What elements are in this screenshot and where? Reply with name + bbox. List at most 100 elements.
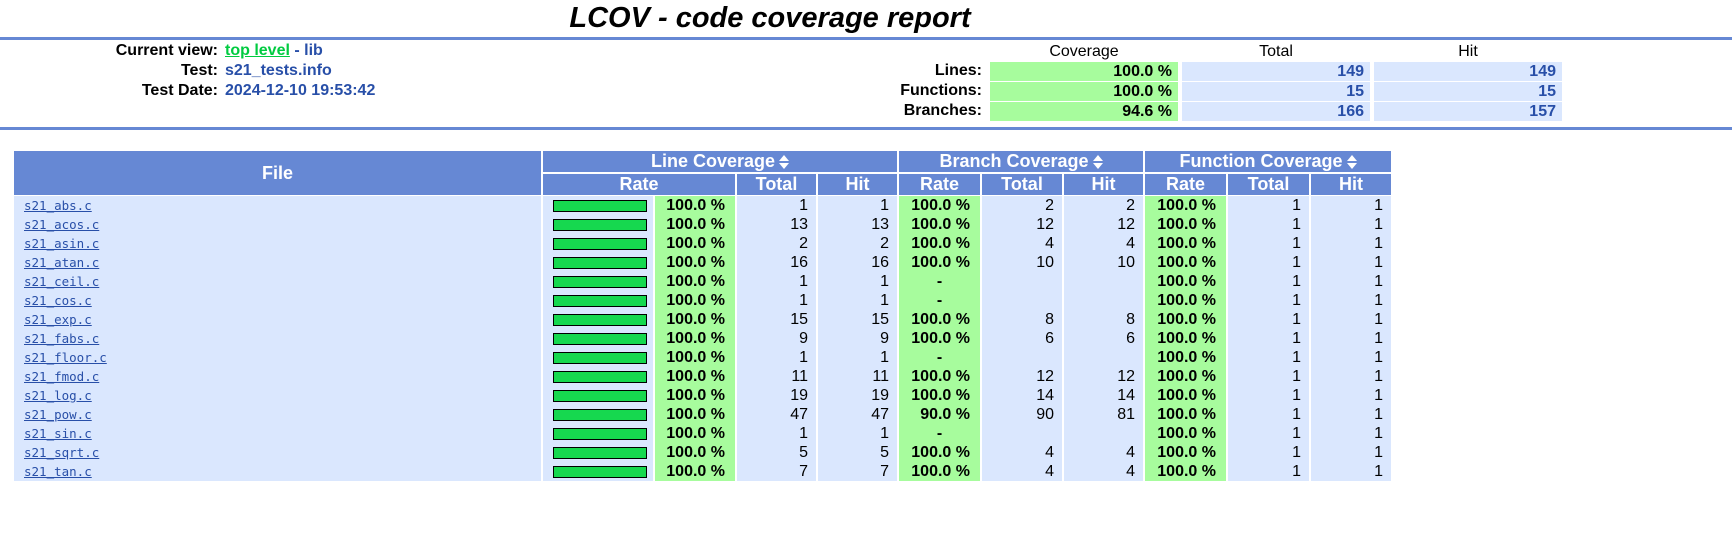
header-rule-bottom — [0, 127, 1732, 130]
sort-icon[interactable] — [779, 155, 790, 170]
file-column-header: File — [14, 151, 541, 195]
line-total-cell: 19 — [737, 386, 816, 405]
sort-icon[interactable] — [1092, 155, 1103, 170]
line-rate-subheader: Rate — [543, 174, 735, 195]
file-link[interactable]: s21_cos.c — [24, 293, 92, 308]
branch-hit-cell: 12 — [1064, 367, 1143, 386]
branch-hit-cell: 2 — [1064, 196, 1143, 215]
function-hit-cell: 1 — [1311, 424, 1391, 443]
test-label: Test: — [180, 62, 218, 79]
file-link[interactable]: s21_pow.c — [24, 407, 92, 422]
function-coverage-header[interactable]: Function Coverage — [1145, 151, 1391, 172]
function-rate-cell: 100.0 % — [1145, 253, 1226, 272]
summary-row-label: Functions: — [900, 82, 982, 99]
branch-total-cell — [982, 424, 1062, 443]
header-rule-top — [0, 37, 1732, 40]
branch-hit-cell: 8 — [1064, 310, 1143, 329]
file-cell: s21_atan.c — [14, 253, 541, 272]
file-cell: s21_ceil.c — [14, 272, 541, 291]
summary-total-header: Total — [1259, 43, 1293, 60]
function-total-cell: 1 — [1228, 443, 1309, 462]
function-total-cell: 1 — [1228, 367, 1309, 386]
file-link[interactable]: s21_sqrt.c — [24, 445, 100, 460]
file-cell: s21_cos.c — [14, 291, 541, 310]
coverage-bar-cell — [543, 253, 653, 272]
function-total-subheader: Total — [1228, 174, 1309, 195]
file-link[interactable]: s21_floor.c — [24, 350, 107, 365]
summary-coverage-header: Coverage — [1049, 43, 1119, 60]
line-hit-cell: 47 — [818, 405, 897, 424]
current-view-label: Current view: — [115, 42, 218, 59]
coverage-bar — [553, 428, 647, 440]
branch-hit-subheader: Hit — [1064, 174, 1143, 195]
file-link[interactable]: s21_atan.c — [24, 255, 100, 270]
function-total-cell: 1 — [1228, 215, 1309, 234]
branch-coverage-header[interactable]: Branch Coverage — [899, 151, 1143, 172]
line-hit-cell: 11 — [818, 367, 897, 386]
coverage-bar — [553, 276, 647, 288]
file-link[interactable]: s21_log.c — [24, 388, 92, 403]
file-cell: s21_tan.c — [14, 462, 541, 481]
branch-rate-cell: 100.0 % — [899, 367, 980, 386]
line-total-cell: 16 — [737, 253, 816, 272]
file-cell: s21_log.c — [14, 386, 541, 405]
line-total-cell: 11 — [737, 367, 816, 386]
test-date-value: 2024-12-10 19:53:42 — [225, 82, 376, 99]
function-hit-cell: 1 — [1311, 443, 1391, 462]
file-link[interactable]: s21_fabs.c — [24, 331, 100, 346]
summary-hit-value: 149 — [1374, 62, 1562, 81]
function-rate-cell: 100.0 % — [1145, 196, 1226, 215]
function-hit-cell: 1 — [1311, 234, 1391, 253]
file-link[interactable]: s21_fmod.c — [24, 369, 100, 384]
branch-hit-cell: 81 — [1064, 405, 1143, 424]
function-hit-cell: 1 — [1311, 386, 1391, 405]
line-hit-cell: 1 — [818, 272, 897, 291]
line-rate-cell: 100.0 % — [655, 291, 735, 310]
branch-rate-cell: 100.0 % — [899, 462, 980, 481]
function-rate-cell: 100.0 % — [1145, 291, 1226, 310]
line-rate-cell: 100.0 % — [655, 329, 735, 348]
branch-rate-cell: 90.0 % — [899, 405, 980, 424]
page-title: LCOV - code coverage report — [569, 2, 971, 34]
function-rate-cell: 100.0 % — [1145, 234, 1226, 253]
function-hit-cell: 1 — [1311, 215, 1391, 234]
line-coverage-header[interactable]: Line Coverage — [543, 151, 897, 172]
coverage-bar-cell — [543, 405, 653, 424]
line-hit-cell: 1 — [818, 348, 897, 367]
file-link[interactable]: s21_asin.c — [24, 236, 100, 251]
function-total-cell: 1 — [1228, 386, 1309, 405]
branch-total-cell: 12 — [982, 215, 1062, 234]
function-rate-cell: 100.0 % — [1145, 386, 1226, 405]
file-link[interactable]: s21_sin.c — [24, 426, 92, 441]
sort-icon[interactable] — [1346, 155, 1357, 170]
line-total-cell: 5 — [737, 443, 816, 462]
file-link[interactable]: s21_ceil.c — [24, 274, 100, 289]
branch-total-cell: 14 — [982, 386, 1062, 405]
function-rate-cell: 100.0 % — [1145, 329, 1226, 348]
function-rate-cell: 100.0 % — [1145, 310, 1226, 329]
branch-hit-cell — [1064, 272, 1143, 291]
line-total-cell: 13 — [737, 215, 816, 234]
coverage-bar-cell — [543, 443, 653, 462]
line-rate-cell: 100.0 % — [655, 405, 735, 424]
branch-rate-cell: 100.0 % — [899, 310, 980, 329]
coverage-bar — [553, 333, 647, 345]
function-hit-cell: 1 — [1311, 310, 1391, 329]
top-level-link[interactable]: top level — [225, 42, 290, 59]
line-rate-cell: 100.0 % — [655, 272, 735, 291]
branch-hit-cell: 4 — [1064, 462, 1143, 481]
file-link[interactable]: s21_tan.c — [24, 464, 92, 479]
summary-total-value: 15 — [1182, 82, 1370, 101]
line-rate-cell: 100.0 % — [655, 310, 735, 329]
file-cell: s21_sqrt.c — [14, 443, 541, 462]
line-total-cell: 1 — [737, 291, 816, 310]
current-dir: lib — [304, 42, 323, 59]
branch-hit-cell: 10 — [1064, 253, 1143, 272]
path-separator: - — [289, 42, 305, 59]
file-link[interactable]: s21_abs.c — [24, 198, 92, 213]
file-link[interactable]: s21_exp.c — [24, 312, 92, 327]
coverage-bar-cell — [543, 310, 653, 329]
coverage-bar — [553, 257, 647, 269]
branch-total-cell: 10 — [982, 253, 1062, 272]
file-link[interactable]: s21_acos.c — [24, 217, 100, 232]
